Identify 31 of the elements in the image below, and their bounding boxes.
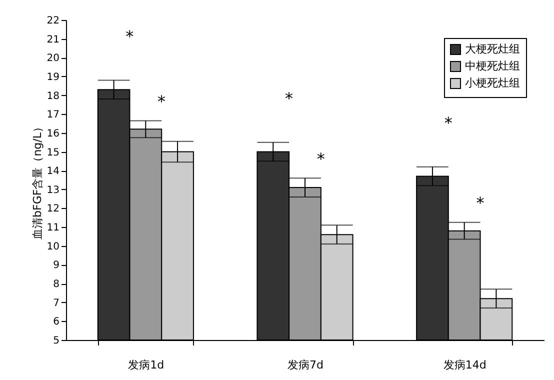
annotation: * xyxy=(476,194,484,213)
annotation: * xyxy=(126,26,134,46)
x-tick-label: 发病14d xyxy=(443,358,486,372)
legend-label: 大梗死灶组 xyxy=(465,42,520,56)
y-tick-label: 13 xyxy=(46,184,60,196)
y-tick-label: 21 xyxy=(46,34,60,46)
legend-label: 小梗死灶组 xyxy=(465,76,520,90)
y-tick-label: 22 xyxy=(46,16,60,26)
y-tick-label: 9 xyxy=(53,260,60,272)
annotation: * xyxy=(285,89,293,108)
x-tick-label: 发病1d xyxy=(128,358,164,372)
y-tick-label: 17 xyxy=(46,110,60,121)
y-tick-label: 7 xyxy=(53,298,60,309)
y-tick-label: 15 xyxy=(46,147,60,158)
y-tick-label: 14 xyxy=(46,166,60,178)
annotation: * xyxy=(316,149,325,168)
annotation: * xyxy=(444,114,452,133)
x-tick-label: 发病7d xyxy=(288,358,324,372)
legend-label: 中梗死灶组 xyxy=(465,60,520,72)
y-tick-label: 12 xyxy=(46,204,60,215)
y-tick-label: 8 xyxy=(53,279,60,290)
y-tick-label: 6 xyxy=(53,316,60,328)
annotation: * xyxy=(158,92,166,111)
y-tick-label: 11 xyxy=(46,222,60,234)
y-tick-label: 10 xyxy=(46,241,60,252)
y-tick-label: 5 xyxy=(53,336,60,346)
y-tick-label: 18 xyxy=(46,90,60,102)
y-tick-label: 20 xyxy=(46,53,60,64)
y-tick-label: 16 xyxy=(46,128,60,140)
y-tick-label: 19 xyxy=(46,72,60,83)
y-axis-title: 血清bFGF含量（ng/L） xyxy=(30,122,44,240)
